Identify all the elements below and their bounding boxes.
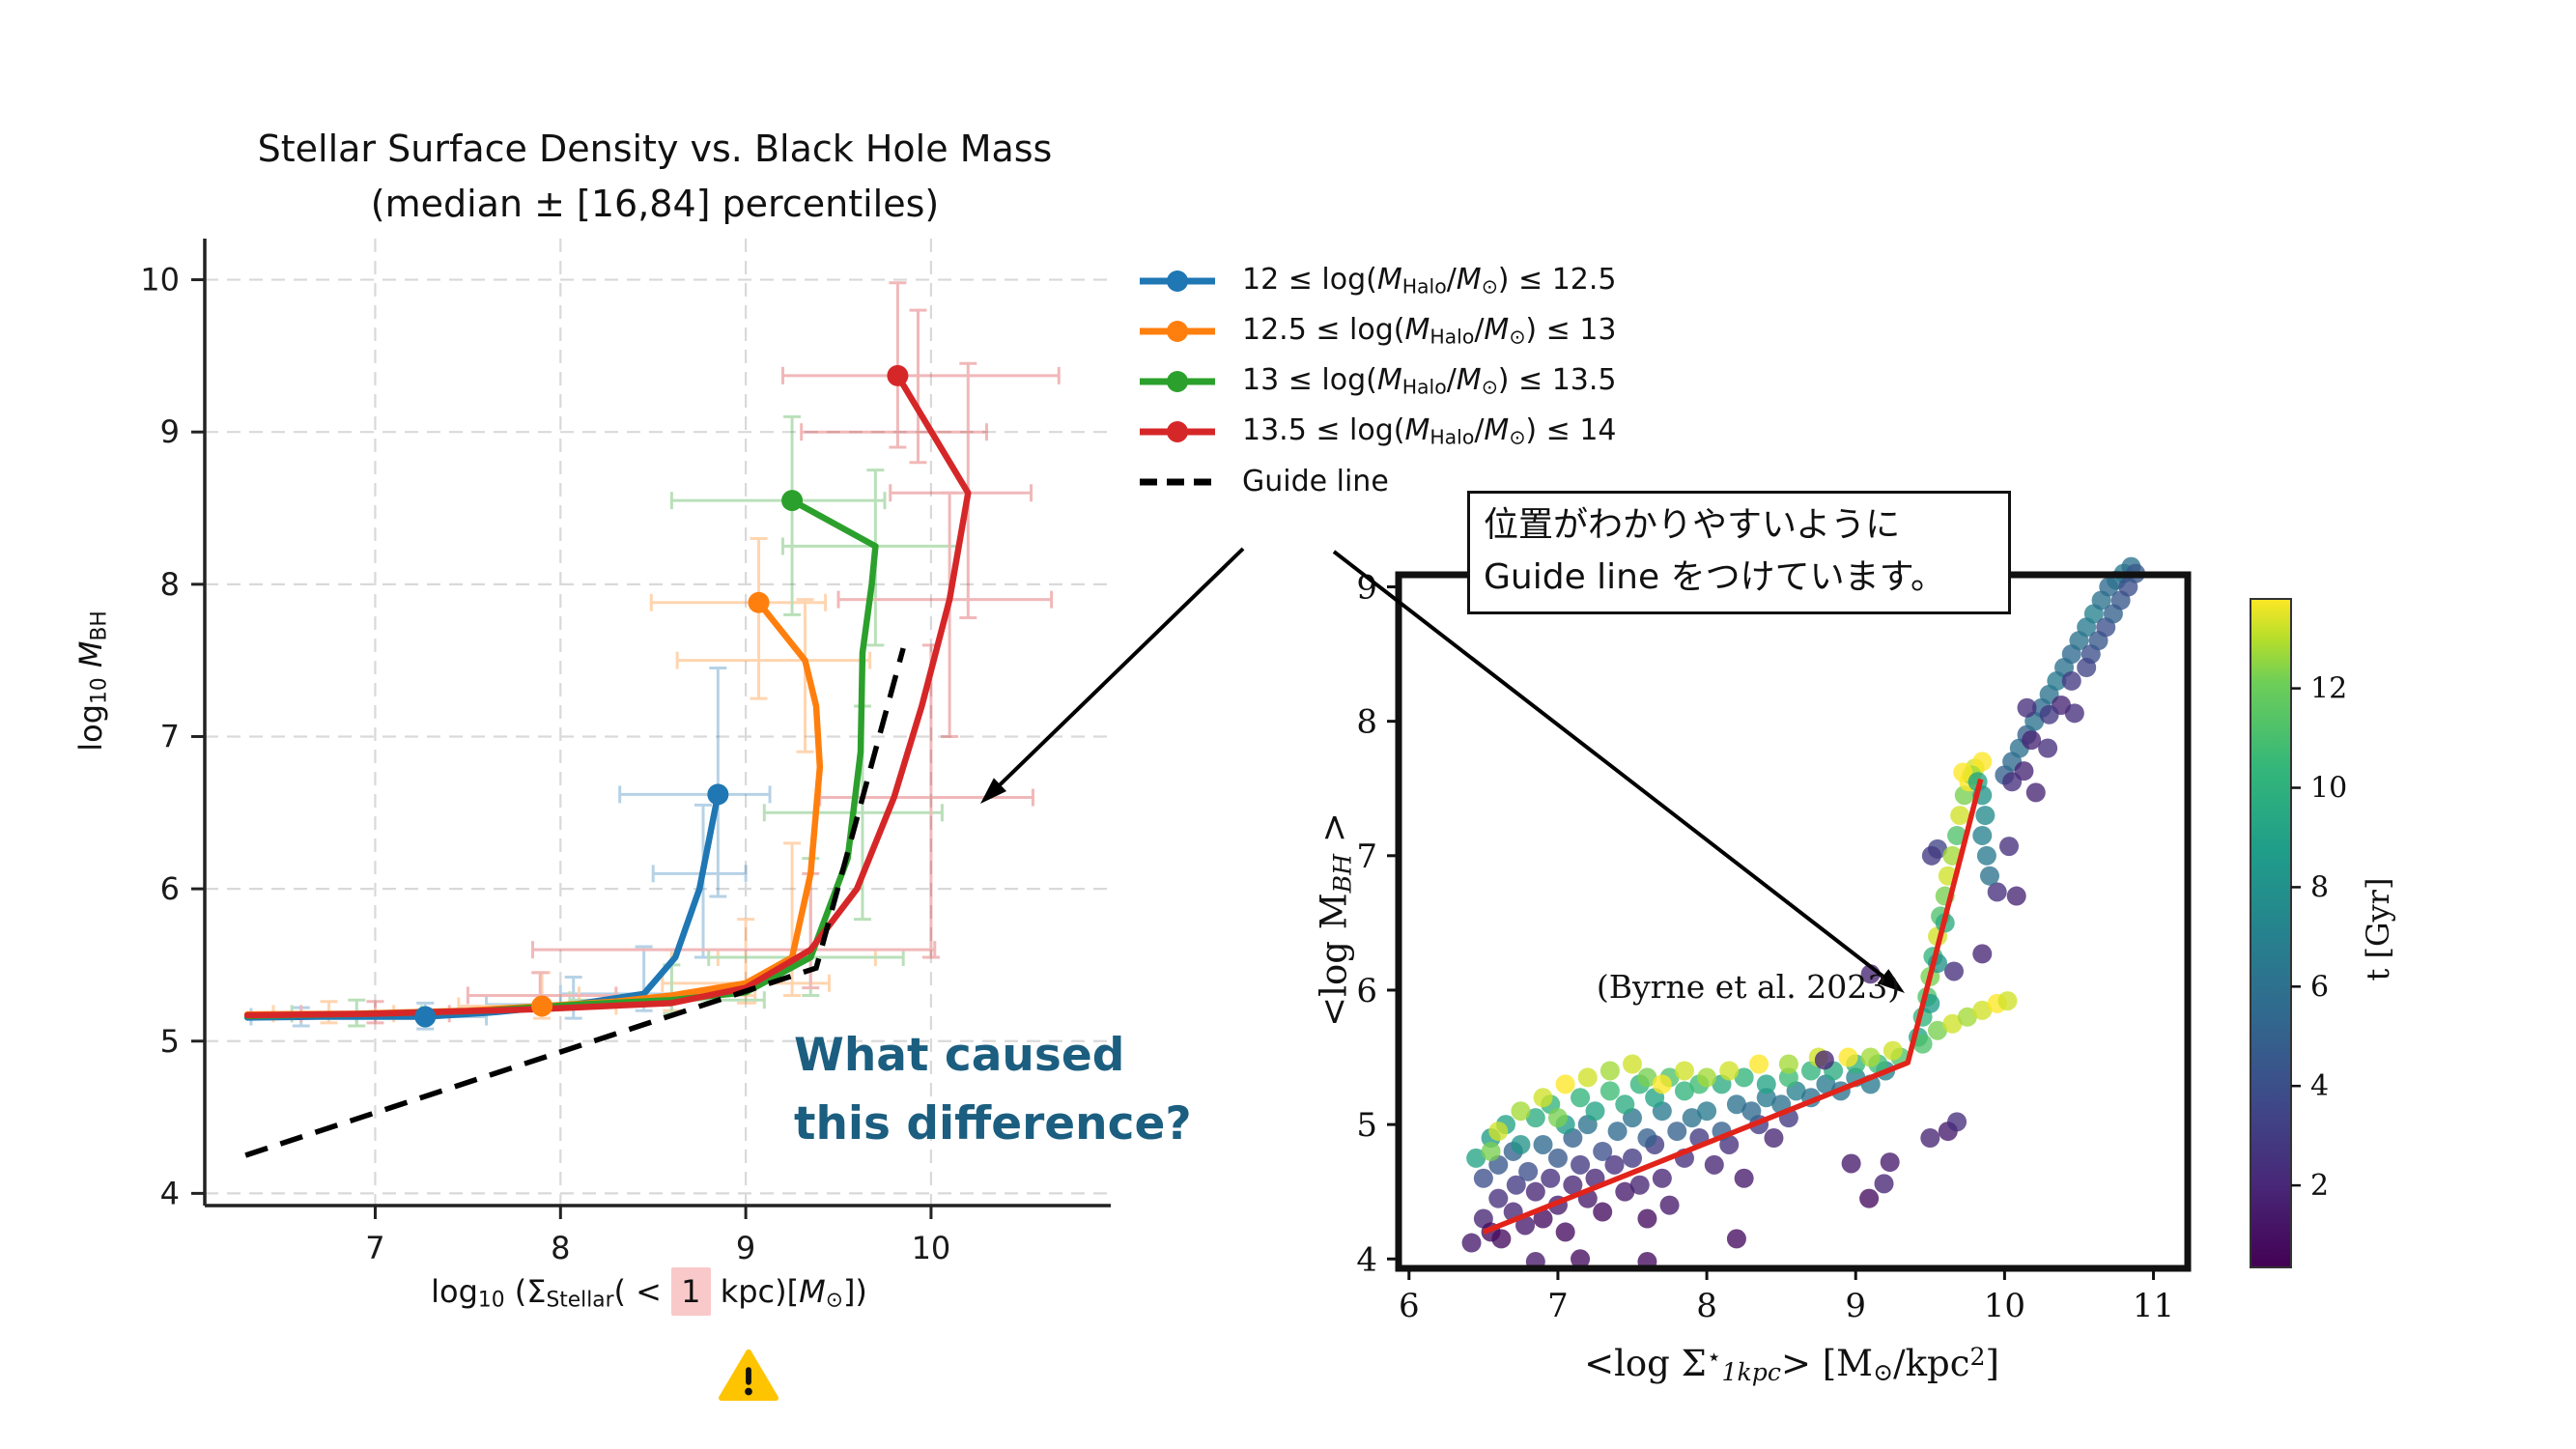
right-guide-line [1482, 778, 1984, 1235]
svg-text:5: 5 [160, 1023, 180, 1060]
svg-text:4: 4 [2310, 1069, 2329, 1103]
ylabel-log: log [71, 703, 109, 752]
svg-text:8: 8 [1696, 1287, 1717, 1325]
svg-text:9: 9 [736, 1230, 755, 1266]
legend-dashed-line-icon [1140, 478, 1215, 485]
left-x-axis-label: log10 (ΣStellar( < 1 kpc)[M⊙]) [214, 1267, 1084, 1316]
highlighted-one: 1 [671, 1267, 711, 1316]
svg-text:12: 12 [2310, 672, 2347, 706]
svg-text:11: 11 [2133, 1287, 2174, 1325]
xlabel-log: log [431, 1273, 478, 1310]
svg-text:9: 9 [1845, 1287, 1866, 1325]
legend-entry-guide-line: Guide line [1138, 462, 1617, 501]
legend-line-dot-icon [1140, 320, 1215, 342]
svg-text:6: 6 [1356, 972, 1377, 1010]
warning-icon [719, 1349, 778, 1402]
legend-entry-label: 12 ≤ log(MHalo/M⊙) ≤ 12.5 [1242, 263, 1617, 298]
question-line1: What caused [794, 1029, 1125, 1082]
annotation-arrows [980, 547, 1905, 993]
svg-text:7: 7 [1547, 1287, 1569, 1325]
xlabel-kpc: kpc)[ [710, 1273, 800, 1310]
svg-text:6: 6 [160, 870, 180, 907]
legend-entry-label: 13.5 ≤ log(MHalo/M⊙) ≤ 14 [1242, 413, 1617, 449]
guide-line-annotation-box: 位置がわかりやすいように Guide line をつけています。 [1467, 491, 2011, 614]
legend-entry-halo-12-12.5: 12 ≤ log(MHalo/M⊙) ≤ 12.5 [1138, 261, 1617, 300]
svg-text:6: 6 [1399, 1287, 1420, 1325]
annotation-line2: Guide line をつけています。 [1484, 557, 1945, 597]
svg-text:8: 8 [160, 566, 180, 603]
legend-entry-halo-13-13.5: 13 ≤ log(MHalo/M⊙) ≤ 13.5 [1138, 361, 1617, 401]
left-grid [205, 239, 1111, 1206]
left-chart-title: Stellar Surface Density vs. Black Hole M… [172, 122, 1138, 232]
svg-text:7: 7 [365, 1230, 384, 1266]
xlabel-sigma: (Σ [504, 1273, 547, 1310]
right-scatter-points [1461, 556, 2146, 1272]
svg-text:10: 10 [140, 262, 180, 298]
svg-text:10: 10 [912, 1230, 951, 1266]
legend: 12 ≤ log(MHalo/M⊙) ≤ 12.5 12.5 ≤ log(MHa… [1138, 261, 1617, 501]
svg-text:9: 9 [1356, 569, 1377, 608]
xlabel-sigsub: Stellar [546, 1288, 614, 1313]
left-median-dots [414, 364, 909, 1028]
citation-text: (Byrne et al. 2023) [1596, 968, 1901, 1006]
legend-entry-label: Guide line [1242, 465, 1389, 498]
colorbar: 2 4 6 8 10 12 [2250, 598, 2347, 1268]
ylabel-logsub: 10 [87, 677, 112, 704]
left-axes: 7 8 9 10 4 5 6 7 8 9 10 [140, 239, 1111, 1266]
svg-text:7: 7 [160, 718, 180, 754]
colorbar-label: t [Gyr] [2360, 877, 2396, 981]
question-line2: this difference? [794, 1096, 1192, 1151]
legend-entry-halo-13.5-14: 13.5 ≤ log(MHalo/M⊙) ≤ 14 [1138, 412, 1617, 451]
svg-text:5: 5 [1356, 1106, 1377, 1145]
right-x-axis-label: <log Σ⋆1kpc> [M⊙/kpc2] [1584, 1343, 1999, 1387]
xlabel-m: M [799, 1273, 826, 1310]
svg-text:10: 10 [2310, 772, 2347, 806]
svg-text:9: 9 [160, 413, 180, 450]
left-chart-title-line1: Stellar Surface Density vs. Black Hole M… [257, 128, 1053, 170]
xlabel-sun: ⊙ [825, 1288, 843, 1313]
svg-text:10: 10 [1984, 1287, 2025, 1325]
xlabel-logsub: 10 [477, 1288, 505, 1313]
left-median-curves [243, 372, 972, 1021]
legend-entry-label: 13 ≤ log(MHalo/M⊙) ≤ 13.5 [1242, 363, 1617, 399]
left-chart-title-line2: (median ± [16,84] percentiles) [370, 183, 940, 225]
ylabel-msub: BH [87, 611, 112, 641]
svg-text:6: 6 [2310, 970, 2329, 1004]
svg-text:8: 8 [551, 1230, 570, 1266]
legend-line-dot-icon [1140, 420, 1215, 442]
left-plot: 7 8 9 10 4 5 6 7 8 9 10 [140, 239, 1111, 1266]
annotation-line1: 位置がわかりやすいように [1484, 505, 1901, 545]
svg-text:2: 2 [2310, 1169, 2329, 1203]
legend-line-dot-icon [1140, 270, 1215, 292]
legend-entry-label: 12.5 ≤ log(MHalo/M⊙) ≤ 13 [1242, 313, 1617, 349]
legend-line-dot-icon [1140, 370, 1215, 392]
left-guide-line [244, 647, 906, 1158]
xlabel-paren: ( < [613, 1273, 672, 1310]
svg-text:8: 8 [1356, 703, 1377, 742]
ylabel-m: M [71, 640, 109, 678]
question-text: What caused this difference? [794, 1022, 1192, 1158]
svg-text:8: 8 [2310, 870, 2329, 904]
legend-entry-halo-12.5-13: 12.5 ≤ log(MHalo/M⊙) ≤ 13 [1138, 311, 1617, 351]
svg-text:7: 7 [1356, 838, 1377, 876]
right-y-axis-label: <log MBH > [1313, 812, 1357, 1027]
svg-text:4: 4 [1356, 1240, 1377, 1279]
svg-text:4: 4 [160, 1175, 180, 1211]
xlabel-close: ]) [842, 1273, 867, 1310]
left-y-axis-label: log10 MBH [72, 611, 112, 752]
